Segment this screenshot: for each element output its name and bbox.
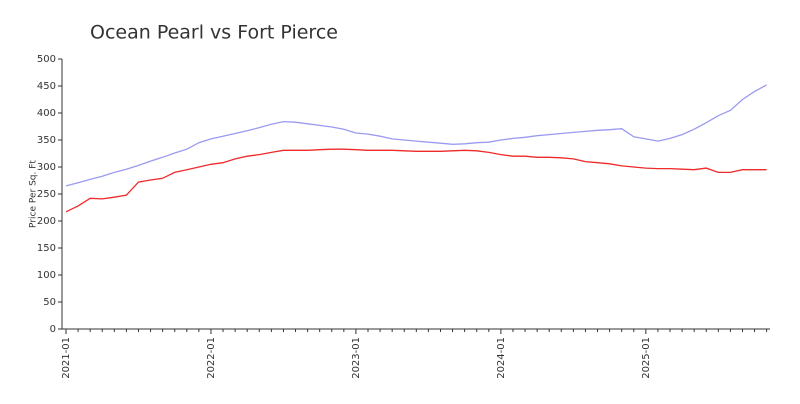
y-tick-label: 100 [37,270,56,281]
y-tick-label: 150 [37,243,56,254]
y-tick-label: 300 [37,162,56,173]
y-tick-label: 200 [37,216,56,227]
y-tick-label: 50 [43,297,56,308]
x-tick-label: 2024-01 [496,337,507,379]
series-line [65,84,767,187]
y-tick-label: 0 [50,324,56,335]
y-tick-label: 250 [37,189,56,200]
x-tick-label: 2021-01 [61,337,72,379]
y-tick-label: 350 [37,135,56,146]
x-tick-label: 2023-01 [351,337,362,379]
y-axis-label: Price Per Sq. Ft [29,160,39,228]
series-line [65,148,767,213]
x-tick-label: 2025-01 [641,337,652,379]
chart-title: Ocean Pearl vs Fort Pierce [90,22,338,44]
y-tick-label: 450 [37,81,56,92]
y-tick-label: 500 [37,54,56,65]
y-tick-label: 400 [37,108,56,119]
x-tick-label: 2022-01 [206,337,217,379]
